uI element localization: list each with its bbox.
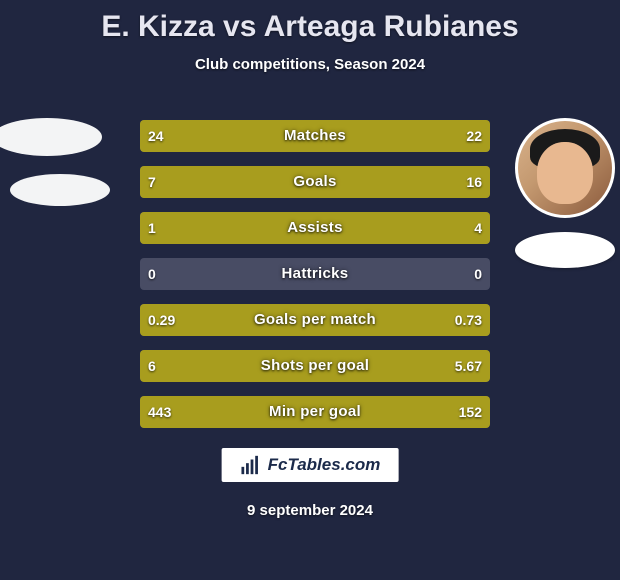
bar-label: Goals xyxy=(140,166,490,198)
page-subtitle: Club competitions, Season 2024 xyxy=(0,56,620,73)
comparison-bars: 2422Matches 716Goals 14Assists 00Hattricks 0… xyxy=(140,120,490,442)
player-right-club-placeholder xyxy=(515,232,615,268)
chart-icon xyxy=(240,454,262,476)
bar-row: 443152Min per goal xyxy=(140,396,490,428)
player-right-avatar xyxy=(515,118,615,218)
bar-label: Shots per goal xyxy=(140,350,490,382)
player-left-club-placeholder xyxy=(10,174,110,206)
bar-row: 65.67Shots per goal xyxy=(140,350,490,382)
bar-label: Matches xyxy=(140,120,490,152)
bar-label: Goals per match xyxy=(140,304,490,336)
bar-row: 2422Matches xyxy=(140,120,490,152)
brand-logo: FcTables.com xyxy=(222,448,399,482)
player-right-column xyxy=(510,118,620,268)
player-left-avatar-placeholder xyxy=(0,118,102,156)
bar-label: Min per goal xyxy=(140,396,490,428)
bar-label: Assists xyxy=(140,212,490,244)
footer-date: 9 september 2024 xyxy=(0,502,620,519)
bar-row: 14Assists xyxy=(140,212,490,244)
bar-row: 0.290.73Goals per match xyxy=(140,304,490,336)
bar-label: Hattricks xyxy=(140,258,490,290)
player-left-column xyxy=(0,118,110,206)
page-title: E. Kizza vs Arteaga Rubianes xyxy=(0,0,620,44)
bar-row: 716Goals xyxy=(140,166,490,198)
brand-text: FcTables.com xyxy=(268,455,381,475)
bar-row: 00Hattricks xyxy=(140,258,490,290)
